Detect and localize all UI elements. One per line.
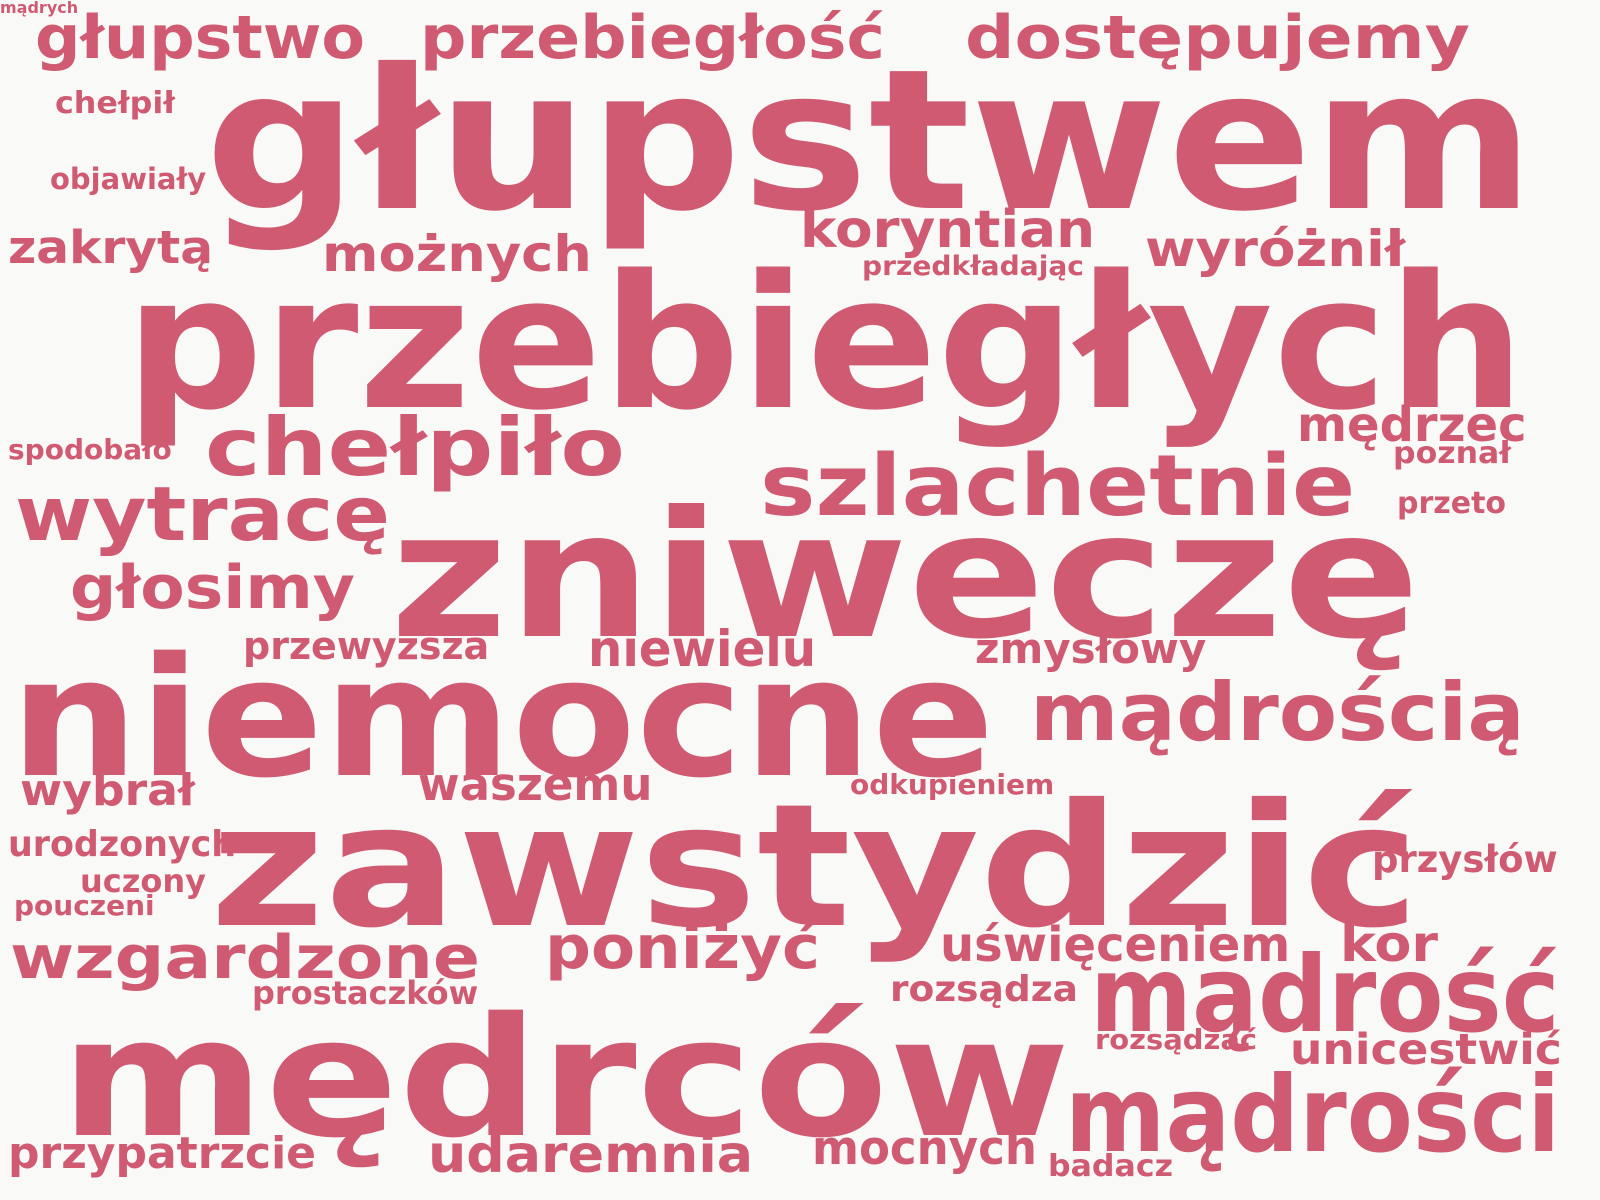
- word-medrcow: mędrców: [60, 982, 1071, 1175]
- word-niewielu: niewielu: [588, 620, 817, 678]
- word-urodzonych: urodzonych: [8, 823, 237, 865]
- word-madroscia: mądrością: [1030, 665, 1525, 759]
- word-kor: kor: [1340, 915, 1439, 973]
- word-rozsadza: rozsądza: [890, 968, 1078, 1010]
- word-przebieglosc: przebiegłość: [420, 3, 885, 74]
- word-moznych: możnych: [322, 225, 592, 283]
- word-rozsadzac: rozsądzać: [1095, 1023, 1258, 1057]
- word-udaremnia: udaremnia: [428, 1125, 754, 1186]
- word-badacz: badacz: [1048, 1148, 1173, 1184]
- word-przypatrzcie: przypatrzcie: [8, 1127, 317, 1179]
- word-medrzec: mędrzec: [1297, 396, 1527, 453]
- word-wytrace: wytracę: [15, 469, 391, 558]
- word-przeto: przeto: [1397, 485, 1507, 521]
- word-przewyzsza: przewyższa: [243, 624, 490, 669]
- word-pouczeni: pouczeni: [14, 889, 155, 923]
- word-przebieglych: przebiegłych: [125, 234, 1526, 451]
- word-niemocne: niemocne: [10, 622, 995, 815]
- word-uswieceniem: uświęceniem: [940, 916, 1291, 973]
- word-wybral: wybrał: [20, 764, 195, 816]
- word-glupstwo: głupstwo: [35, 3, 366, 74]
- word-zmyslowy: zmysłowy: [975, 624, 1207, 674]
- word-koryntian: koryntian: [800, 200, 1096, 261]
- word-waszemu: waszemu: [418, 757, 653, 811]
- word-madrosci: mądrości: [1065, 1054, 1561, 1177]
- word-spodobalo: spodobało: [8, 433, 172, 467]
- word-dostepujemy: dostępujemy: [965, 3, 1470, 74]
- word-glosimy: głosimy: [70, 553, 355, 624]
- word-chelpil: chełpił: [55, 85, 175, 121]
- word-wzgardzone: wzgardzone: [10, 923, 481, 994]
- word-przyslow: przysłów: [1372, 838, 1558, 882]
- word-szlachetnie: szlachetnie: [760, 436, 1356, 536]
- word-unicestwic: unicestwić: [1290, 1025, 1562, 1076]
- word-odkupieniem: odkupieniem: [850, 768, 1055, 802]
- word-wyroznil: wyróżnił: [1145, 220, 1406, 278]
- word-madrych: mądrych: [0, 0, 79, 17]
- word-zakryta: zakrytą: [8, 220, 214, 274]
- word-zawstydzic: zawstydzić: [210, 768, 1420, 967]
- word-uczony: uczony: [80, 862, 206, 901]
- word-przedkladajac: przedkładając: [862, 250, 1084, 282]
- word-mocnych: mocnych: [812, 1121, 1037, 1177]
- word-glupstwem: głupstwem: [205, 26, 1535, 254]
- word-objawialy: objawiały: [50, 162, 207, 197]
- word-poznal: poznał: [1393, 435, 1512, 471]
- word-chelpilo: chełpiło: [205, 400, 625, 494]
- word-zniwecze: zniweczę: [390, 474, 1421, 678]
- word-prostaczkow: prostaczków: [252, 974, 479, 1013]
- word-madrosc: mądrość: [1090, 934, 1560, 1057]
- word-ponizyc: poniżyć: [545, 913, 821, 984]
